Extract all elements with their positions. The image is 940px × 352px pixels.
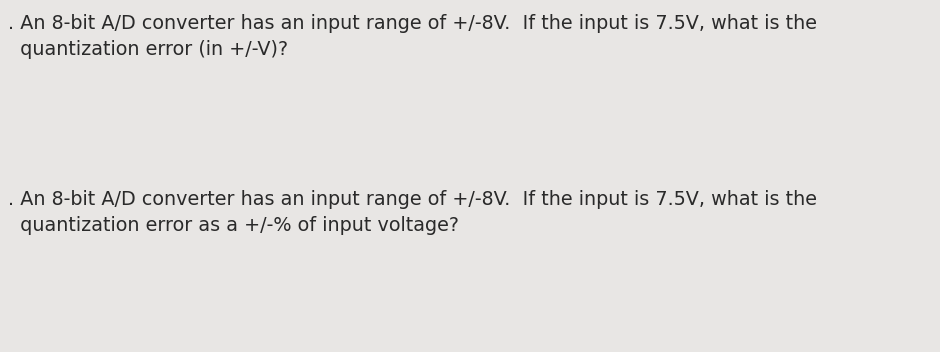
Text: . An 8-bit A/D converter has an input range of +/-8V.  If the input is 7.5V, wha: . An 8-bit A/D converter has an input ra…: [8, 14, 817, 59]
Text: . An 8-bit A/D converter has an input range of +/-8V.  If the input is 7.5V, wha: . An 8-bit A/D converter has an input ra…: [8, 190, 817, 235]
